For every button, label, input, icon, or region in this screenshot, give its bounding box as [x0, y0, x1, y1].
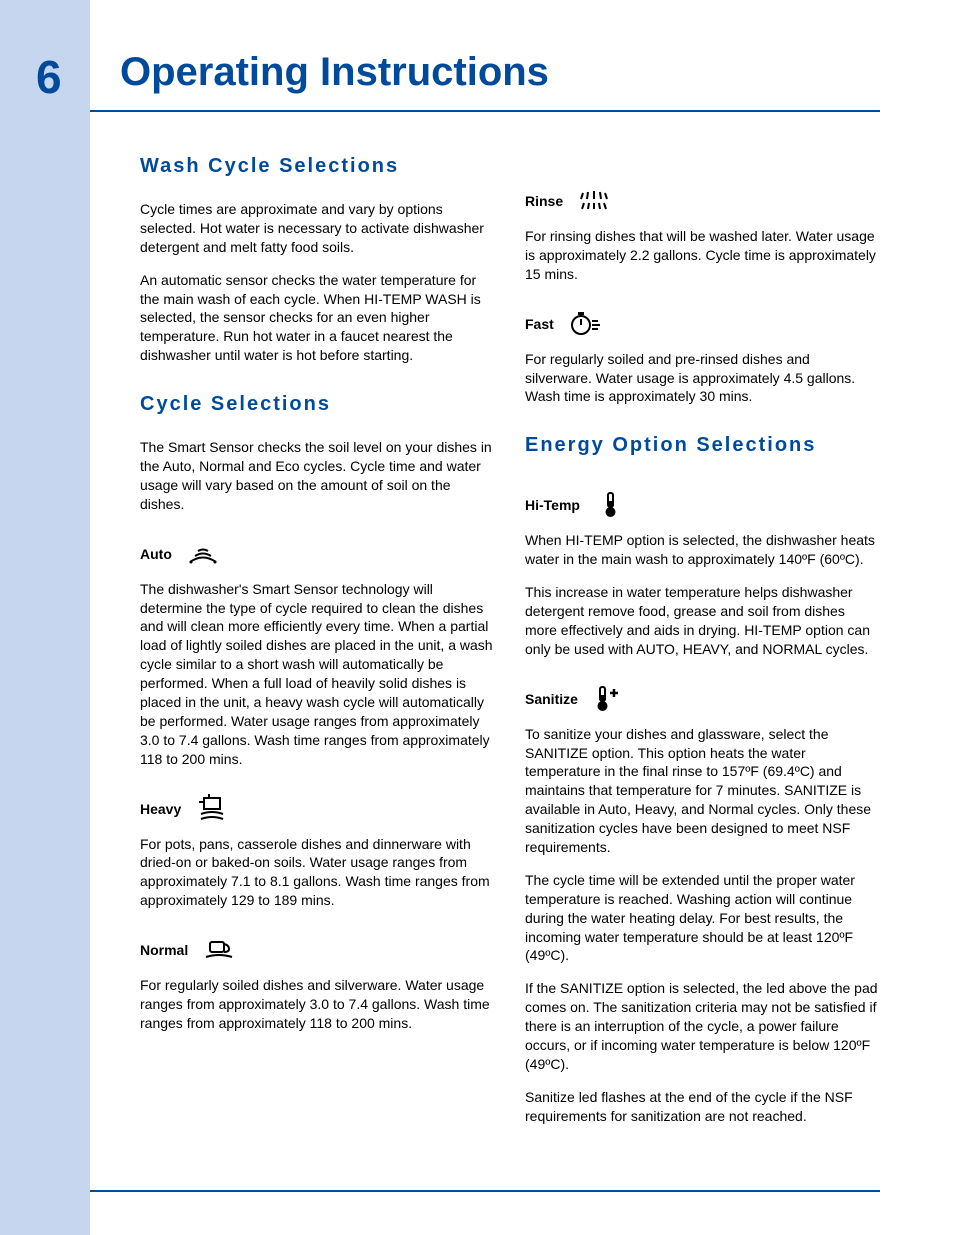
heavy-icon	[195, 795, 229, 823]
sidebar-band	[0, 0, 90, 1235]
bottom-rule	[90, 1190, 880, 1192]
rinse-icon	[577, 187, 611, 215]
fast-p: For regularly soiled and pre-rinsed dish…	[525, 350, 880, 407]
content-columns: Wash Cycle Selections Cycle times are ap…	[140, 155, 885, 1140]
auto-icon	[186, 540, 220, 568]
label-heavy: Heavy	[140, 801, 181, 817]
row-hitemp: Hi-Temp	[525, 489, 880, 521]
normal-p: For regularly soiled dishes and silverwa…	[140, 976, 495, 1033]
right-column: Rinse For rinsing	[525, 155, 880, 1140]
wash-cycle-p1: Cycle times are approximate and vary by …	[140, 200, 495, 257]
heading-wash-cycle-selections: Wash Cycle Selections	[140, 155, 495, 178]
hitemp-p1: When HI-TEMP option is selected, the dis…	[525, 531, 880, 569]
left-column: Wash Cycle Selections Cycle times are ap…	[140, 155, 495, 1140]
page: 6 Operating Instructions Wash Cycle Sele…	[0, 0, 954, 1235]
chapter-title: Operating Instructions	[120, 50, 549, 95]
hitemp-p2: This increase in water temperature helps…	[525, 583, 880, 659]
cycle-selections-p1: The Smart Sensor checks the soil level o…	[140, 438, 495, 514]
sanitize-p4: Sanitize led flashes at the end of the c…	[525, 1088, 880, 1126]
rinse-p: For rinsing dishes that will be washed l…	[525, 227, 880, 284]
row-fast: Fast	[525, 308, 880, 340]
label-sanitize: Sanitize	[525, 691, 578, 707]
wash-cycle-p2: An automatic sensor checks the water tem…	[140, 271, 495, 365]
sanitize-p2: The cycle time will be extended until th…	[525, 871, 880, 965]
hitemp-icon	[594, 491, 628, 519]
row-normal: Normal	[140, 934, 495, 966]
row-heavy: Heavy	[140, 793, 495, 825]
page-number: 6	[36, 50, 62, 104]
label-hitemp: Hi-Temp	[525, 497, 580, 513]
title-rule	[90, 110, 880, 112]
sanitize-p1: To sanitize your dishes and glassware, s…	[525, 725, 880, 857]
sanitize-p3: If the SANITIZE option is selected, the …	[525, 979, 880, 1073]
auto-p: The dishwasher's Smart Sensor technology…	[140, 580, 495, 769]
label-fast: Fast	[525, 316, 554, 332]
fast-icon	[568, 310, 602, 338]
label-rinse: Rinse	[525, 193, 563, 209]
normal-icon	[202, 936, 236, 964]
row-auto: Auto	[140, 538, 495, 570]
heavy-p: For pots, pans, casserole dishes and din…	[140, 835, 495, 911]
sanitize-icon	[592, 685, 626, 713]
label-normal: Normal	[140, 942, 188, 958]
row-sanitize: Sanitize	[525, 683, 880, 715]
label-auto: Auto	[140, 546, 172, 562]
row-rinse: Rinse	[525, 185, 880, 217]
heading-energy-option-selections: Energy Option Selections	[525, 434, 880, 457]
heading-cycle-selections: Cycle Selections	[140, 393, 495, 416]
